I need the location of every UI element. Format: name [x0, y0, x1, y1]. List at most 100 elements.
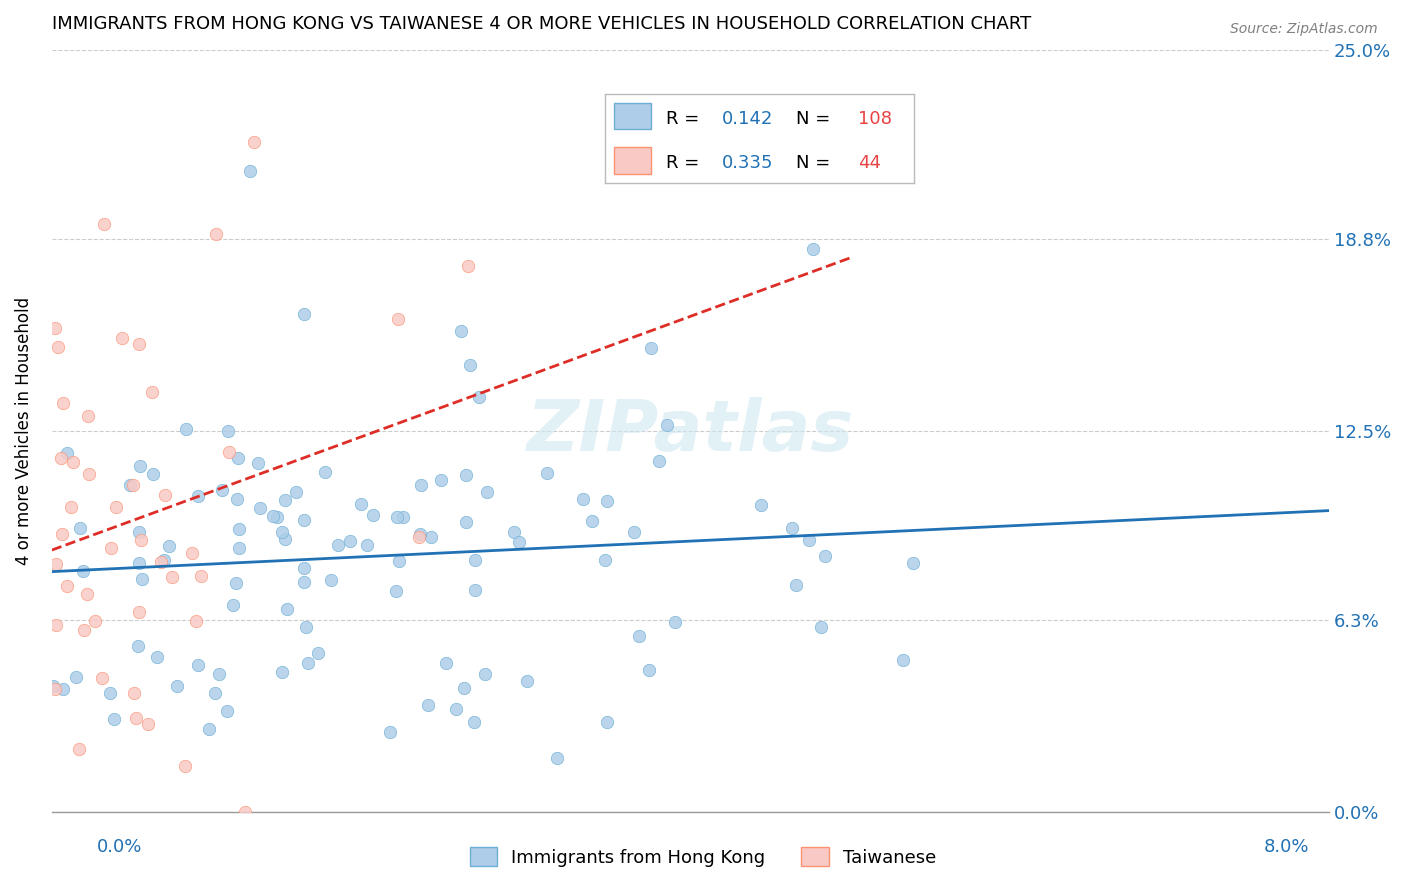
Point: [242, 135, 264, 149]
Point: [295, 620, 318, 634]
Point: [385, 583, 408, 598]
Y-axis label: 4 or more Vehicles in Household: 4 or more Vehicles in Household: [15, 297, 32, 566]
Point: [122, 478, 145, 492]
Point: [174, 422, 197, 436]
Point: [457, 260, 479, 274]
Point: [276, 602, 298, 616]
Point: [173, 759, 195, 773]
Point: [596, 714, 619, 729]
Point: [627, 629, 650, 643]
Point: [814, 549, 837, 564]
Point: [131, 572, 153, 586]
Point: [218, 445, 240, 459]
Point: [581, 514, 603, 528]
Legend: Immigrants from Hong Kong, Taiwanese: Immigrants from Hong Kong, Taiwanese: [463, 840, 943, 874]
Point: [141, 385, 163, 400]
Point: [247, 456, 270, 470]
Point: [166, 679, 188, 693]
Point: [222, 598, 245, 612]
Point: [411, 478, 433, 492]
Point: [128, 336, 150, 351]
Text: N =: N =: [796, 110, 837, 128]
Point: [42, 679, 65, 693]
Text: 0.0%: 0.0%: [97, 838, 142, 856]
Point: [596, 494, 619, 508]
Point: [69, 521, 91, 535]
Point: [51, 526, 73, 541]
Point: [434, 656, 457, 670]
Point: [239, 163, 262, 178]
Point: [409, 527, 432, 541]
Point: [149, 555, 172, 569]
Point: [271, 665, 294, 679]
Point: [502, 524, 524, 539]
Point: [392, 509, 415, 524]
Point: [228, 522, 250, 536]
Point: [186, 614, 208, 628]
Point: [226, 451, 249, 466]
Point: [211, 483, 233, 497]
Point: [416, 698, 439, 712]
Point: [105, 500, 128, 514]
Point: [56, 579, 79, 593]
Point: [100, 541, 122, 555]
Point: [52, 396, 75, 410]
Point: [146, 649, 169, 664]
Point: [387, 510, 409, 524]
Text: R =: R =: [666, 154, 706, 172]
Point: [361, 508, 384, 522]
Text: ZIPatlas: ZIPatlas: [527, 397, 853, 466]
Point: [225, 575, 247, 590]
Text: R =: R =: [666, 110, 706, 128]
Point: [153, 552, 176, 566]
Point: [458, 358, 481, 372]
Point: [307, 646, 329, 660]
Point: [572, 491, 595, 506]
Point: [273, 532, 295, 546]
Point: [350, 497, 373, 511]
Point: [453, 681, 475, 696]
Point: [128, 605, 150, 619]
FancyBboxPatch shape: [614, 147, 651, 174]
Point: [226, 492, 249, 507]
Point: [464, 553, 486, 567]
Point: [180, 546, 202, 560]
Point: [44, 321, 66, 335]
Point: [56, 446, 79, 460]
Point: [72, 564, 94, 578]
Point: [228, 541, 250, 555]
Point: [136, 717, 159, 731]
Point: [103, 712, 125, 726]
Point: [810, 620, 832, 634]
Point: [356, 538, 378, 552]
Point: [62, 455, 84, 469]
Point: [44, 682, 66, 697]
Point: [463, 714, 485, 729]
Point: [444, 701, 467, 715]
Point: [46, 341, 69, 355]
Point: [546, 751, 568, 765]
Point: [76, 587, 98, 601]
Point: [84, 614, 107, 628]
Point: [187, 489, 209, 503]
Point: [67, 741, 90, 756]
Point: [749, 498, 772, 512]
Text: N =: N =: [796, 154, 837, 172]
Point: [49, 450, 72, 465]
Point: [420, 530, 443, 544]
Point: [190, 569, 212, 583]
Point: [474, 667, 496, 681]
Point: [297, 657, 319, 671]
Point: [326, 538, 349, 552]
Point: [45, 618, 67, 632]
Point: [262, 508, 284, 523]
Point: [664, 615, 686, 630]
Point: [45, 557, 67, 571]
Point: [233, 805, 256, 820]
Point: [187, 657, 209, 672]
Text: 108: 108: [858, 110, 893, 128]
Point: [623, 524, 645, 539]
Point: [266, 509, 288, 524]
Point: [128, 524, 150, 539]
Point: [153, 488, 176, 502]
